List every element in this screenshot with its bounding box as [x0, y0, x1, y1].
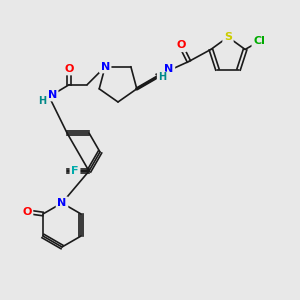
Text: H: H [38, 96, 46, 106]
Text: O: O [64, 64, 74, 74]
Text: O: O [176, 40, 186, 50]
Text: N: N [164, 64, 173, 74]
Text: N: N [57, 198, 67, 208]
Text: H: H [38, 96, 46, 106]
Text: F: F [71, 166, 79, 176]
Text: O: O [64, 64, 74, 74]
Text: S: S [224, 32, 232, 42]
Text: N: N [100, 62, 110, 72]
Text: H: H [158, 72, 166, 82]
Text: Cl: Cl [253, 36, 265, 46]
Text: N: N [57, 198, 67, 208]
Text: N: N [100, 62, 110, 72]
Text: O: O [176, 40, 186, 50]
Text: Cl: Cl [254, 36, 265, 46]
Text: O: O [22, 207, 32, 217]
Text: N: N [47, 90, 57, 100]
Text: O: O [22, 207, 32, 217]
Text: N: N [164, 64, 173, 74]
Text: S: S [224, 32, 232, 42]
Text: N: N [47, 90, 57, 100]
Text: H: H [158, 72, 166, 82]
Text: F: F [71, 166, 79, 176]
